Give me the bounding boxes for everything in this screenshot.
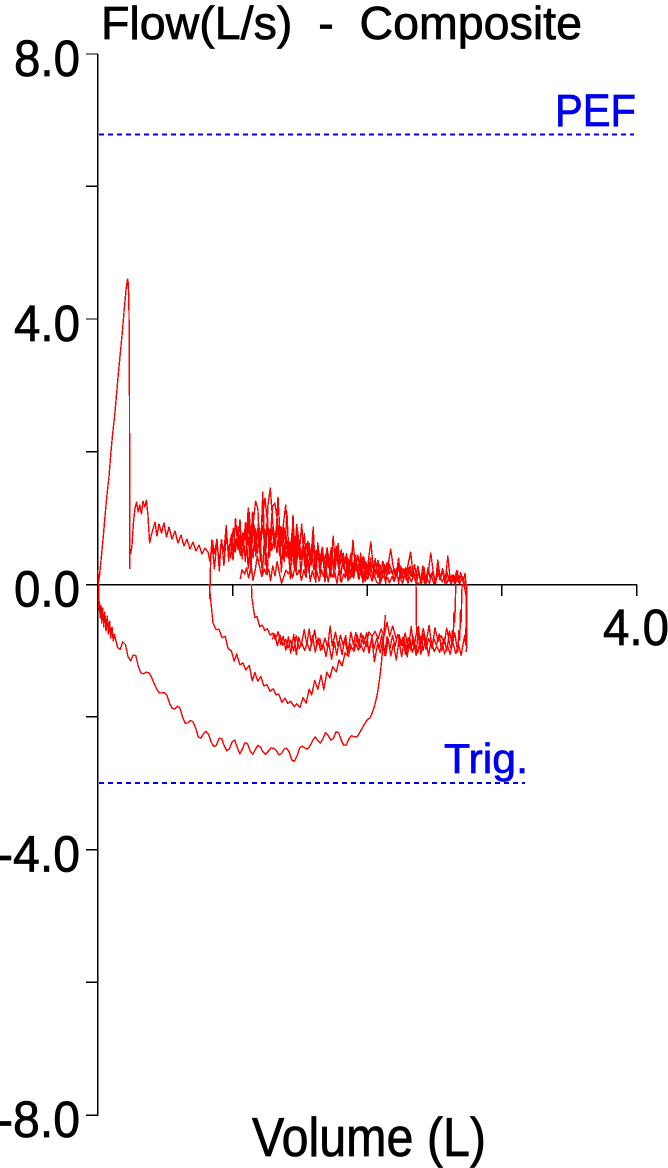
svg-text:0.0: 0.0 xyxy=(14,561,80,618)
svg-text:Trig.: Trig. xyxy=(444,735,528,782)
svg-text:-4.0: -4.0 xyxy=(0,826,80,883)
svg-text:4.0: 4.0 xyxy=(603,599,668,656)
svg-text:Flow(L/s) - Composite: Flow(L/s) - Composite xyxy=(101,0,582,49)
svg-text:PEF: PEF xyxy=(555,85,636,136)
svg-text:-8.0: -8.0 xyxy=(0,1091,80,1148)
svg-text:8.0: 8.0 xyxy=(14,30,80,87)
svg-text:Volume (L): Volume (L) xyxy=(252,1106,486,1168)
svg-text:4.0: 4.0 xyxy=(14,295,80,352)
